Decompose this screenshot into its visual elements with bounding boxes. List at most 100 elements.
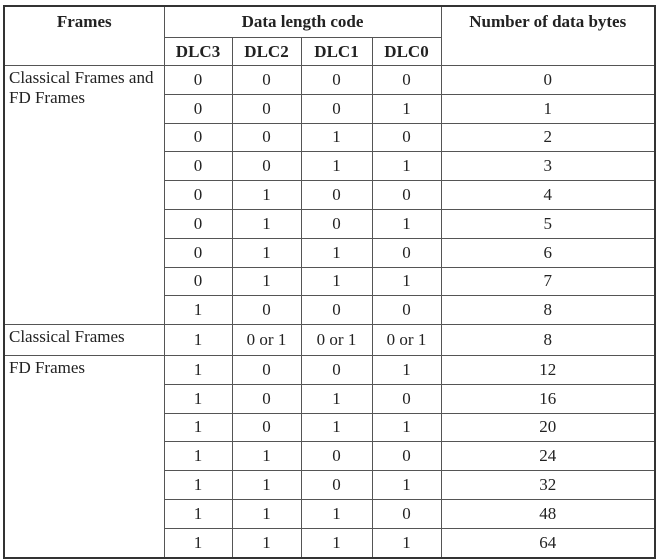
bytes-cell: 64 [440, 527, 656, 559]
dlc3-cell: 1 [163, 412, 233, 443]
dlc0-cell: 0 [371, 180, 442, 210]
dlc2-cell: 0 [231, 383, 302, 414]
dlc0-cell: 1 [371, 527, 442, 559]
dlc3-cell: 1 [163, 470, 233, 500]
dlc1-cell: 1 [300, 266, 373, 297]
dlc1-cell: 1 [300, 527, 373, 559]
dlc1-cell: 0 [300, 93, 373, 124]
dlc2-cell: 0 [231, 354, 302, 385]
dlc1-cell: 0 [300, 65, 373, 95]
dlc1-cell: 1 [300, 237, 373, 268]
dlc0-cell: 0 [371, 65, 442, 95]
dlc2-cell: 0 [231, 93, 302, 124]
dlc3-cell: 0 [163, 93, 233, 124]
dlc3-cell: 1 [163, 354, 233, 385]
dlc0-cell: 0 [371, 237, 442, 268]
dlc3-cell: 1 [163, 295, 233, 326]
dlc1-cell: 1 [300, 383, 373, 414]
table-row: Classical Frames and FD Frames 0 0 0 0 0 [3, 64, 656, 326]
bytes-cell: 8 [440, 295, 656, 326]
dlc0-cell: 0 [371, 498, 442, 529]
dlc3-cell: 1 [163, 324, 233, 356]
dlc1-cell: 0 [300, 208, 373, 239]
dlc0-cell: 0 or 1 [371, 324, 442, 356]
dlc3-cell: 1 [163, 498, 233, 529]
dlc2-cell: 1 [231, 266, 302, 297]
dlc2-cell: 0 [231, 122, 302, 153]
dlc0-cell: 1 [371, 266, 442, 297]
frame-group-label: Classical Frames and FD Frames [3, 64, 165, 326]
bytes-cell: 3 [440, 151, 656, 182]
dlc2-cell: 1 [231, 441, 302, 472]
dlc0-cell: 1 [371, 208, 442, 239]
dlc1-cell: 0 [300, 470, 373, 500]
dlc2-cell: 0 [231, 65, 302, 95]
dlc2-cell: 0 [231, 295, 302, 326]
dlc1-cell: 1 [300, 498, 373, 529]
bytes-cell: 32 [440, 470, 656, 500]
dlc2-cell: 1 [231, 498, 302, 529]
dlc2-cell: 0 [231, 412, 302, 443]
dlc0-cell: 0 [371, 122, 442, 153]
bytes-cell: 2 [440, 122, 656, 153]
bytes-cell: 20 [440, 412, 656, 443]
dlc1-cell: 0 or 1 [300, 324, 373, 356]
bytes-cell: 24 [440, 441, 656, 472]
table-row: 1 1 1 1 64 [4, 527, 656, 559]
dlc0-cell: 1 [371, 93, 442, 124]
bytes-cell: 6 [440, 237, 656, 268]
dlc-table: Frames Data length code Number of data b… [3, 5, 656, 559]
dlc3-cell: 0 [163, 237, 233, 268]
bytes-cell: 0 [440, 65, 656, 95]
dlc3-cell: 0 [163, 180, 233, 210]
bytes-cell: 8 [440, 324, 656, 356]
dlc1-cell: 1 [300, 122, 373, 153]
dlc3-cell: 0 [163, 122, 233, 153]
table-body: Classical Frames and FD Frames 0 0 0 0 0 0 0 0 1 1… [3, 64, 656, 559]
dlc1-header: DLC1 [300, 37, 373, 66]
dlc-header: Data length code [163, 5, 442, 38]
bytes-cell: 1 [440, 93, 656, 124]
dlc2-cell: 1 [231, 527, 302, 559]
dlc1-cell: 0 [300, 354, 373, 385]
dlc0-cell: 0 [371, 383, 442, 414]
dlc3-cell: 0 [163, 208, 233, 239]
dlc0-cell: 0 [371, 295, 442, 326]
dlc0-cell: 1 [371, 470, 442, 500]
dlc3-cell: 0 [163, 266, 233, 297]
dlc1-cell: 0 [300, 441, 373, 472]
dlc0-cell: 0 [371, 441, 442, 472]
frames-header: Frames [3, 5, 165, 66]
table-row: 1 1 0 1 32 [4, 470, 656, 500]
dlc2-cell: 0 [231, 151, 302, 182]
bytes-cell: 12 [440, 354, 656, 385]
dlc0-cell: 1 [371, 412, 442, 443]
bytes-cell: 5 [440, 208, 656, 239]
dlc3-cell: 0 [163, 65, 233, 95]
dlc0-cell: 1 [371, 354, 442, 385]
dlc1-cell: 1 [300, 151, 373, 182]
dlc3-cell: 1 [163, 441, 233, 472]
dlc3-cell: 0 [163, 151, 233, 182]
dlc2-cell: 1 [231, 237, 302, 268]
frame-group-label: Classical Frames [3, 324, 165, 356]
dlc1-cell: 1 [300, 412, 373, 443]
bytes-header: Number of data bytes [440, 5, 656, 66]
dlc3-cell: 1 [163, 527, 233, 559]
dlc3-header: DLC3 [163, 37, 233, 66]
frame-group-label: FD Frames [3, 354, 165, 559]
bytes-cell: 4 [440, 180, 656, 210]
dlc1-cell: 0 [300, 295, 373, 326]
dlc2-cell: 1 [231, 208, 302, 239]
dlc2-header: DLC2 [231, 37, 302, 66]
dlc2-cell: 1 [231, 180, 302, 210]
dlc2-cell: 1 [231, 470, 302, 500]
bytes-cell: 7 [440, 266, 656, 297]
table-row: 1 1 0 0 24 [4, 441, 656, 472]
